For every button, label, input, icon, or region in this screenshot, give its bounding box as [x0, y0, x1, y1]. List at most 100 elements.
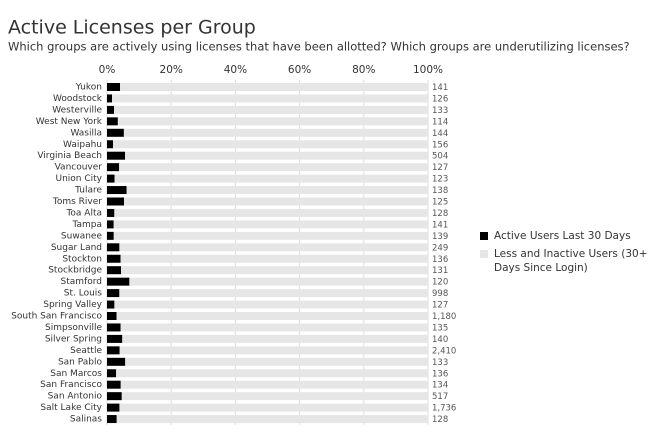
y-tick-label: Waipahu: [63, 140, 102, 150]
value-label: 136: [432, 255, 448, 265]
y-tick-label: Stockbridge: [48, 266, 102, 276]
bar-segment: [120, 83, 428, 91]
bar-segment: [107, 300, 115, 309]
bar-segment: [107, 197, 125, 206]
bar-segment: [113, 220, 428, 229]
value-label: 2,410: [432, 346, 456, 356]
value-label: 144: [432, 129, 448, 139]
y-tick-label: St. Louis: [64, 289, 103, 299]
y-tick-label: Stamford: [61, 277, 102, 287]
chart-title: Active Licenses per Group: [8, 17, 256, 39]
bar-segment: [117, 117, 429, 126]
bar-segment: [113, 231, 429, 240]
y-tick-label: Toa Alta: [65, 208, 102, 218]
value-label: 139: [432, 232, 448, 242]
value-label: 127: [432, 163, 448, 173]
value-label: 998: [432, 289, 448, 299]
value-label: 120: [432, 278, 448, 288]
value-label: 128: [432, 209, 448, 219]
bar-segment: [107, 186, 127, 195]
y-tick-label: Toms River: [52, 197, 102, 207]
bar-segment: [120, 254, 428, 263]
bar-segment: [119, 346, 428, 355]
y-tick-label: Tulare: [74, 186, 102, 196]
bar-segment: [120, 380, 428, 389]
bar-segment: [129, 277, 428, 286]
bar-segment: [114, 300, 429, 309]
y-tick-label: Westerville: [52, 105, 102, 115]
bar-segment: [107, 83, 121, 91]
bar-segment: [107, 346, 120, 355]
bar-segment: [107, 369, 117, 378]
bar-segment: [119, 403, 428, 412]
bar-segment: [116, 369, 429, 378]
y-tick-label: Yukon: [75, 83, 102, 93]
x-tick-label: 20%: [160, 64, 183, 76]
bar-segment: [107, 403, 120, 412]
bar-segment: [107, 323, 121, 332]
bar-segment: [107, 105, 115, 114]
bar-segment: [107, 151, 126, 160]
y-tick-label: South San Francisco: [11, 312, 102, 322]
bar-segment: [107, 392, 122, 401]
x-tick-label: 100%: [413, 64, 443, 76]
value-label: 138: [432, 186, 448, 196]
y-tick-label: Suwanee: [61, 231, 103, 241]
value-label: 141: [432, 83, 448, 93]
bar-segment: [107, 94, 113, 103]
y-tick-label: Seattle: [70, 346, 102, 356]
y-tick-label: Union City: [55, 174, 102, 184]
y-tick-label: San Marcos: [50, 369, 102, 379]
bar-segment: [107, 128, 124, 137]
y-tick-label: Sugar Land: [51, 243, 102, 253]
legend-label: Active Users Last 30 Days: [494, 230, 631, 242]
bar-segment: [121, 266, 428, 275]
bar-segment: [125, 151, 429, 160]
value-label: 140: [432, 335, 448, 345]
y-tick-label: Virginia Beach: [37, 151, 102, 161]
value-label: 126: [432, 94, 448, 104]
bar-segment: [107, 140, 114, 149]
value-label: 517: [432, 392, 448, 402]
bar-segment: [107, 243, 120, 252]
legend-label: Less and Inactive Users (30+ Days Since …: [494, 248, 648, 274]
bar-segment: [124, 197, 428, 206]
x-tick-label: 0%: [99, 64, 116, 76]
bar-segment: [114, 208, 429, 217]
bar-segment: [107, 380, 121, 389]
bar-segment: [107, 117, 118, 126]
bar-segment: [107, 163, 120, 172]
chart-subtitle: Which groups are actively using licenses…: [8, 40, 630, 54]
bar-segment: [107, 231, 114, 240]
value-label: 123: [432, 175, 448, 185]
bar-segment: [116, 415, 429, 424]
bar-segment: [119, 289, 429, 298]
x-tick-label: 40%: [224, 64, 247, 76]
y-tick-label: West New York: [36, 117, 103, 127]
bar-segment: [119, 163, 428, 172]
legend-swatch: [480, 250, 488, 258]
y-tick-label: Wasilla: [70, 128, 102, 138]
bar-segment: [107, 289, 120, 298]
legend-item: Less and Inactive Users (30+ Days Since …: [480, 247, 655, 275]
bar-segment: [113, 140, 428, 149]
bar-segment: [112, 94, 428, 103]
bar-segment: [107, 277, 130, 286]
y-tick-label: San Francisco: [40, 380, 102, 390]
value-label: 127: [432, 301, 448, 311]
value-label: 135: [432, 323, 448, 333]
bar-segment: [125, 357, 428, 366]
value-label: 128: [432, 415, 448, 425]
y-tick-label: Stockton: [62, 254, 102, 264]
value-label: 136: [432, 369, 448, 379]
y-tick-label: San Antonio: [48, 392, 103, 402]
value-label: 133: [432, 358, 448, 368]
y-tick-label: Salt Lake City: [40, 403, 102, 413]
value-label: 131: [432, 266, 448, 276]
bar-segment: [107, 357, 126, 366]
value-label: 504: [432, 152, 448, 162]
bar-segment: [122, 334, 429, 343]
y-tick-label: Vancouver: [55, 163, 103, 173]
